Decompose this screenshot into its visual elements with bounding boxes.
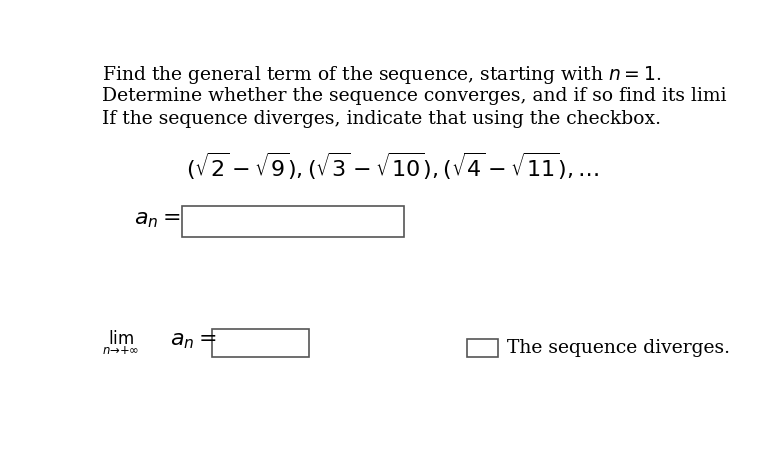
FancyBboxPatch shape	[211, 329, 309, 357]
FancyBboxPatch shape	[466, 339, 498, 357]
Text: The sequence diverges.: The sequence diverges.	[506, 339, 729, 357]
Text: Determine whether the sequence converges, and if so find its limi: Determine whether the sequence converges…	[102, 87, 726, 105]
Text: If the sequence diverges, indicate that using the checkbox.: If the sequence diverges, indicate that …	[102, 109, 661, 128]
Text: $(\sqrt{2} - \sqrt{9}), (\sqrt{3} - \sqrt{10}), (\sqrt{4} - \sqrt{11}), \ldots$: $(\sqrt{2} - \sqrt{9}), (\sqrt{3} - \sqr…	[186, 150, 599, 181]
Text: $\lim_{n \to +\infty}$: $\lim_{n \to +\infty}$	[102, 328, 139, 357]
Text: $a_n =$: $a_n =$	[134, 208, 181, 230]
FancyBboxPatch shape	[182, 206, 404, 237]
Text: Find the general term of the sequence, starting with $n = 1$.: Find the general term of the sequence, s…	[102, 64, 661, 86]
Text: $a_n =$: $a_n =$	[170, 328, 217, 350]
